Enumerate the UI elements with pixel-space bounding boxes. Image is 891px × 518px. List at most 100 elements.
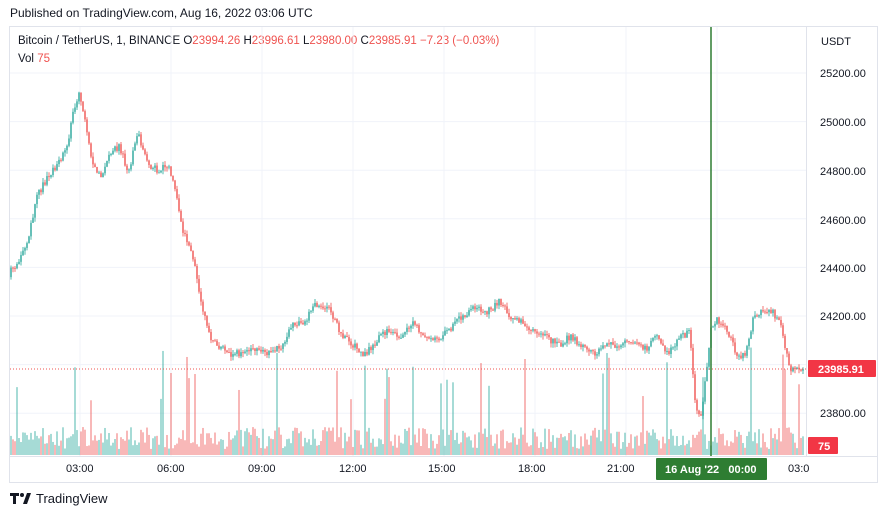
volume-bar [308, 439, 310, 455]
candle-body [194, 259, 196, 267]
candle-body [750, 331, 752, 339]
candle-body [66, 145, 68, 151]
candle-body [74, 107, 76, 112]
candle-body [510, 317, 512, 320]
volume-bar [580, 436, 582, 455]
candle-body [730, 336, 732, 338]
candle-body [496, 302, 498, 306]
volume-bar [222, 439, 224, 455]
candle-body [700, 414, 702, 416]
candle-body [334, 318, 336, 320]
candle-body [88, 132, 90, 144]
candle-body [152, 167, 154, 169]
candle-body [168, 166, 170, 168]
candle-body [50, 175, 52, 178]
candle-body [734, 342, 736, 353]
candle-body [672, 347, 674, 349]
volume-bar [482, 433, 484, 455]
candle-body [180, 210, 182, 222]
candle-body [130, 164, 132, 170]
candle-body [480, 306, 482, 312]
candle-body [448, 328, 450, 331]
price-tick-label: 25200.00 [820, 68, 866, 80]
volume-bar [510, 442, 512, 455]
candle-body [208, 325, 210, 332]
volume-bar [234, 435, 236, 455]
candle-body [364, 351, 366, 356]
volume-bar [716, 442, 718, 455]
candle-body [110, 154, 112, 156]
candle-body [582, 344, 584, 348]
candle-body [640, 344, 642, 346]
candle-body [686, 330, 688, 338]
candle-body [622, 343, 624, 346]
volume-bar [58, 445, 60, 455]
volume-bar [390, 441, 392, 455]
candle-body [76, 101, 78, 108]
volume-bar [28, 439, 30, 455]
candle-body [504, 305, 506, 307]
candle-body [124, 153, 126, 166]
candle-body [406, 327, 408, 332]
candle-body [472, 306, 474, 309]
candle-body [786, 348, 788, 354]
volume-bar [120, 437, 122, 455]
volume-bar [320, 441, 322, 455]
volume-bar [648, 432, 650, 455]
volume-bar [748, 431, 750, 455]
volume-bar [782, 354, 784, 455]
volume-bar [784, 369, 786, 455]
volume-bar [346, 441, 348, 455]
volume-bar [266, 446, 268, 455]
candle-body [28, 236, 30, 244]
candle-body [528, 327, 530, 331]
volume-bar [10, 435, 12, 455]
volume-bar [194, 374, 196, 455]
candle-body [312, 306, 314, 311]
volume-bar [470, 440, 472, 455]
volume-bar [770, 428, 772, 455]
volume-bar [146, 427, 148, 455]
candle-body [576, 337, 578, 345]
volume-bar [148, 434, 150, 455]
candle-body [744, 353, 746, 356]
candle-body [430, 338, 432, 340]
volume-bar [776, 439, 778, 455]
volume-bar [464, 432, 466, 455]
volume-bar [690, 447, 692, 455]
symbol-label[interactable]: Bitcoin / TetherUS, 1, BINANCE [18, 35, 181, 47]
tradingview-brand[interactable]: TradingView [36, 491, 108, 506]
candle-body [258, 348, 260, 350]
volume-bar [78, 446, 80, 455]
change-value: −7.23 (−0.03%) [420, 35, 500, 47]
tradingview-logo-icon [10, 492, 31, 504]
candle-body [210, 331, 212, 341]
candle-body [452, 323, 454, 331]
candle-body [568, 335, 570, 341]
candle-body [742, 353, 744, 359]
price-tick-label: 24400.00 [820, 263, 866, 275]
volume-bar [292, 430, 294, 455]
volume-bar [744, 447, 746, 455]
candle-body [374, 344, 376, 346]
candle-body [666, 350, 668, 352]
candle-body [610, 342, 612, 345]
volume-bar [256, 436, 258, 455]
volume-bar [408, 427, 410, 455]
candle-body [438, 338, 440, 341]
candle-body [584, 344, 586, 347]
volume-bar [582, 446, 584, 455]
volume-bar [754, 432, 756, 455]
candle-body [596, 354, 598, 356]
volume-key[interactable]: Vol [18, 53, 34, 65]
volume-bar [636, 435, 638, 455]
volume-bar [722, 433, 724, 455]
candle-body [228, 352, 230, 354]
candle-body [184, 232, 186, 235]
candle-body [246, 350, 248, 352]
candle-body [144, 149, 146, 155]
candle-body [716, 317, 718, 324]
volume-bar [122, 439, 124, 455]
time-tick-label: 18:00 [518, 463, 546, 475]
